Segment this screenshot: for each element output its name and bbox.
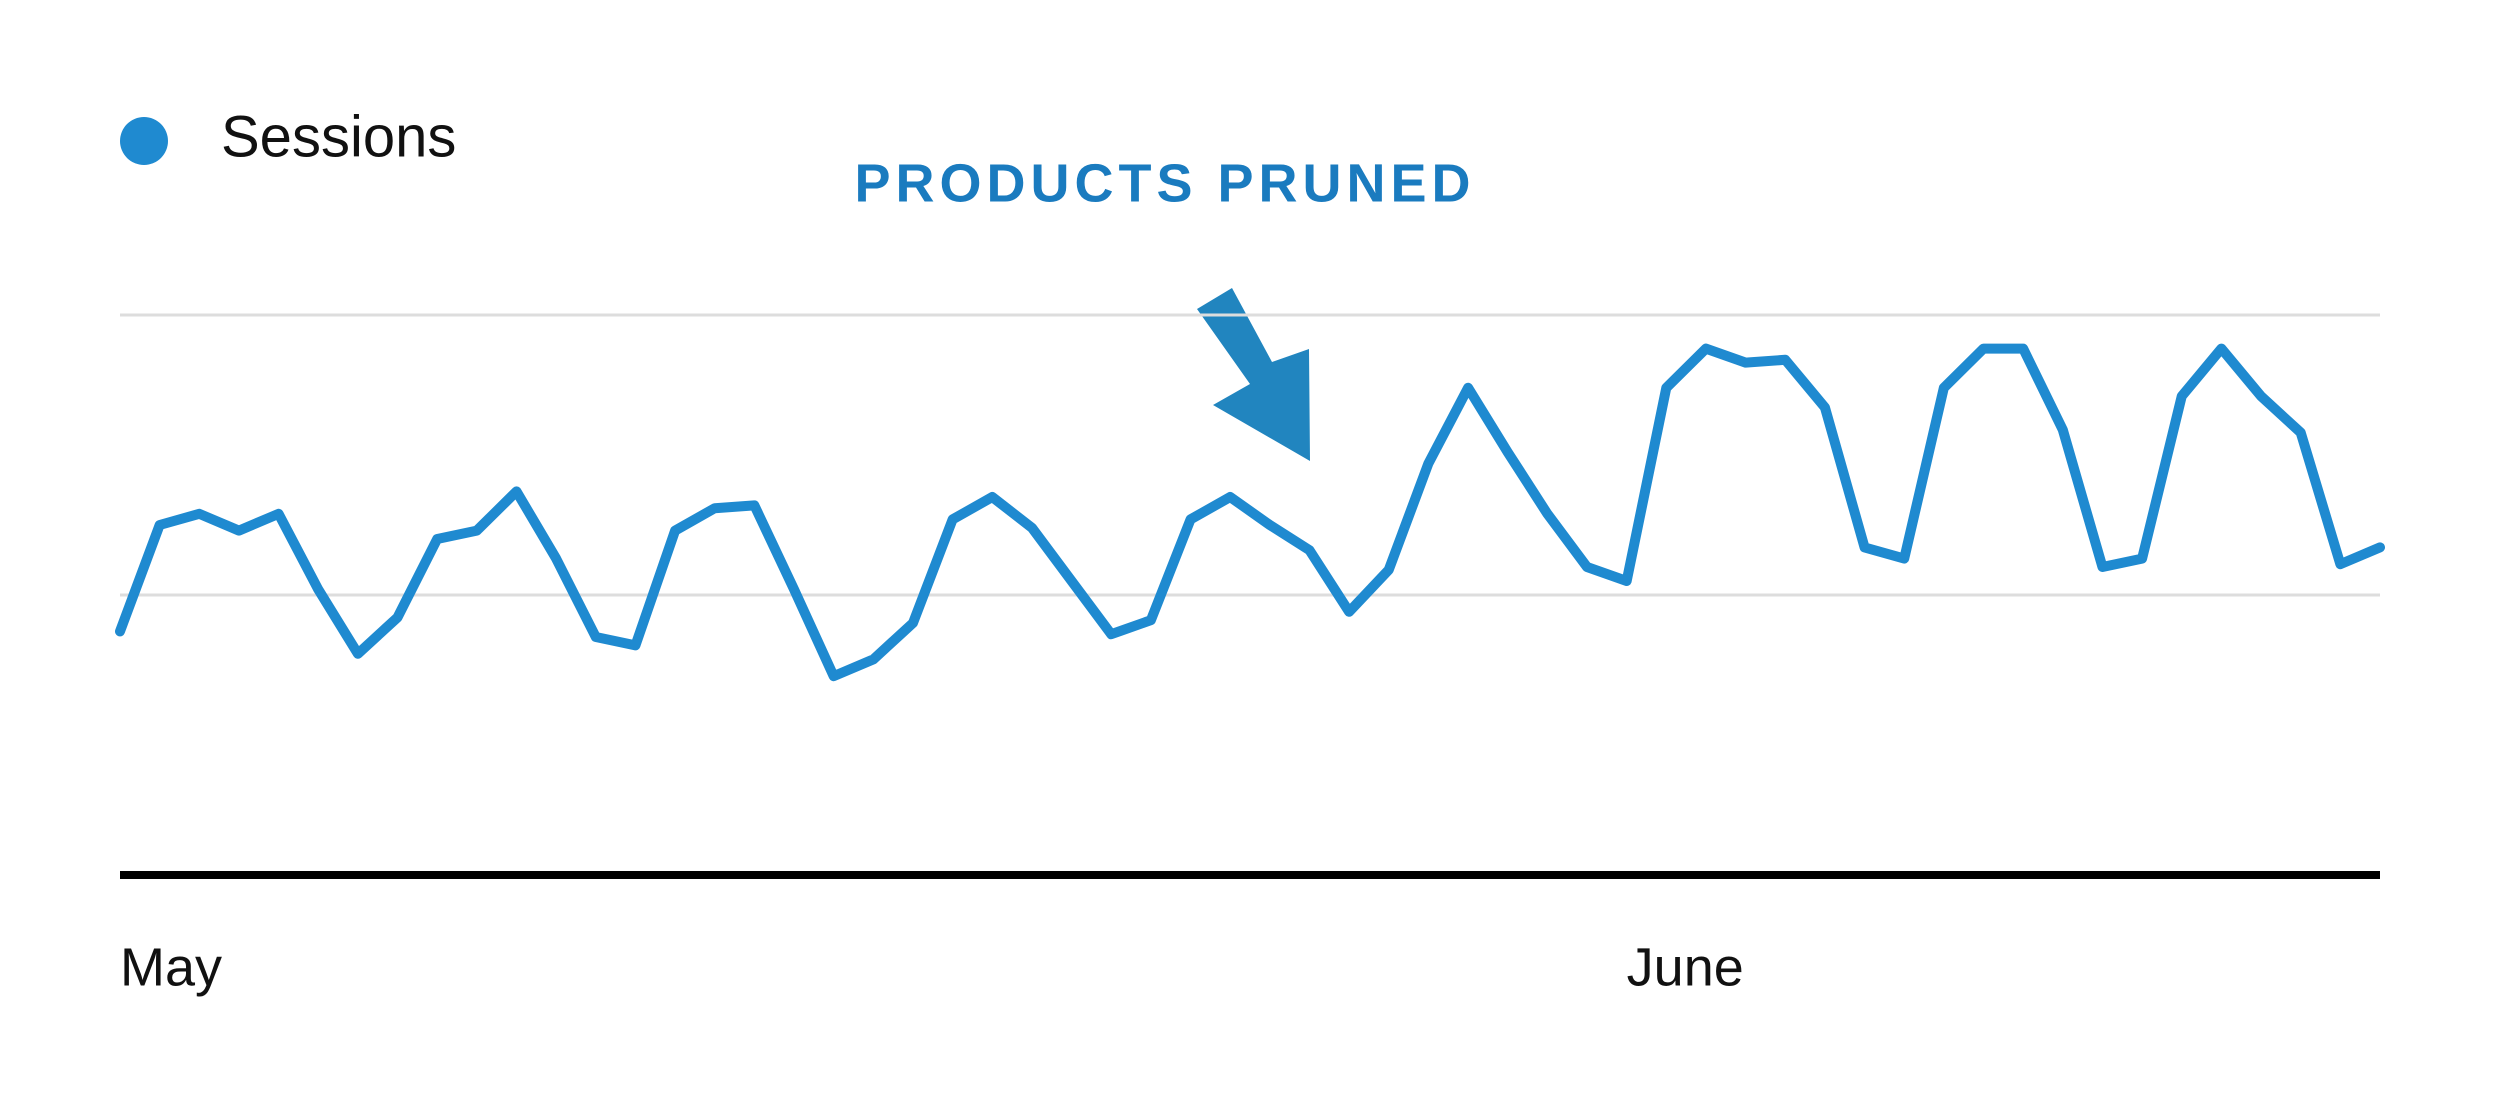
legend-label: Sessions (221, 104, 456, 169)
x-tick-label: May (120, 937, 222, 997)
line (115, 343, 2385, 682)
annotation: PRODUCTS PRUNED (854, 153, 1475, 213)
annotation-arrow (1197, 288, 1310, 461)
legend-marker (120, 117, 168, 165)
x-tick-label: June (1627, 937, 1744, 997)
